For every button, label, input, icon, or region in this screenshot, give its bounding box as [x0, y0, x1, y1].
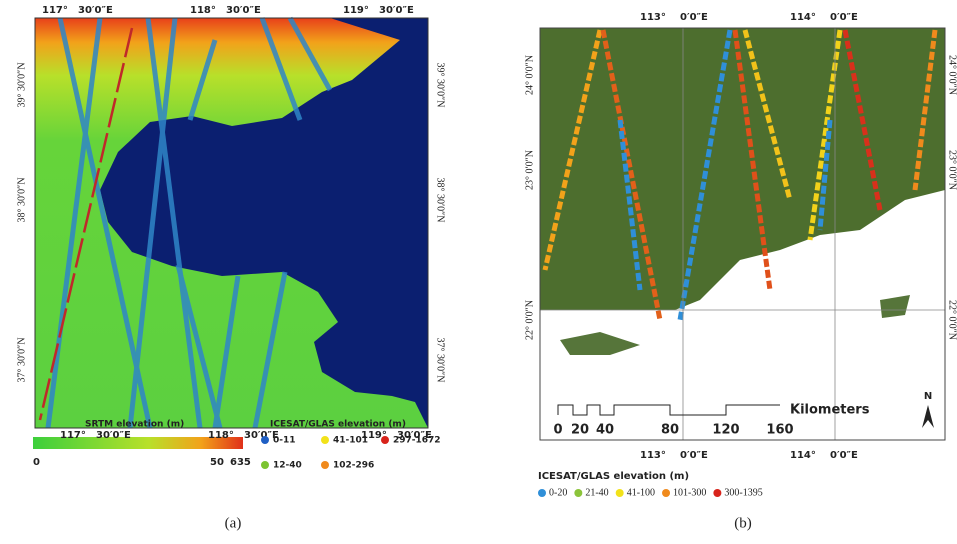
- top-label: 30′0″E: [379, 5, 414, 16]
- top-label: 30′0″E: [78, 5, 113, 16]
- right-label: 37° 30′0″N: [435, 337, 446, 382]
- legend-label: 297-1672: [393, 436, 441, 446]
- north: N: [924, 391, 932, 402]
- scale-label: 40: [596, 423, 614, 438]
- top-label: 117°: [42, 5, 68, 16]
- right-label: 39° 30′0″N: [435, 62, 446, 107]
- left-label: 23° 0′0″N: [524, 150, 535, 190]
- srtm-tick: 50: [210, 457, 224, 468]
- map-b: [540, 28, 945, 440]
- legend-swatch: [321, 461, 329, 469]
- top-label: 0′0″E: [680, 12, 708, 23]
- srtm-tick: 635: [230, 457, 251, 468]
- top-label: 114°: [790, 12, 816, 23]
- top-label: 113°: [640, 12, 666, 23]
- legend-swatch: [616, 489, 624, 497]
- legend-label: 101-300: [673, 487, 706, 498]
- legend-swatch: [261, 436, 269, 444]
- glas-title-b: ICESAT/GLAS elevation (m): [538, 471, 689, 482]
- caption-b: (b): [734, 515, 752, 531]
- legend-swatch: [381, 436, 389, 444]
- right-label: 24° 0′0″N: [947, 55, 957, 95]
- legend-label: 300-1395: [724, 487, 762, 498]
- top-label: 30′0″E: [226, 5, 261, 16]
- legend-swatch: [261, 461, 269, 469]
- scale-label: 20: [571, 423, 589, 438]
- legend-swatch: [538, 489, 546, 497]
- bottom-label: 118°: [208, 430, 234, 441]
- legend-label: 0-11: [273, 436, 296, 446]
- figure: 117° 30′0″E 118° 30′0″E 119° 30′0″E 117° 30′0″E…: [0, 0, 957, 544]
- right-label: 38° 30′0″N: [435, 177, 446, 222]
- bottom-label: 30′0″E: [96, 430, 131, 441]
- srtm-tick: 0: [33, 457, 40, 468]
- scale-label: 120: [712, 423, 739, 438]
- legend-label: 102-296: [333, 461, 374, 471]
- top-label: 119°: [343, 5, 369, 16]
- srtm-title: SRTM elevation (m): [85, 420, 184, 430]
- legend-swatch: [713, 489, 721, 497]
- legend-label: 41-100: [627, 487, 655, 498]
- page: 117° 30′0″E 118° 30′0″E 119° 30′0″E 117° 30′0″E…: [0, 0, 957, 544]
- bottom-label: 117°: [60, 430, 86, 441]
- right-label: 22° 0′0″N: [947, 300, 957, 340]
- legend-swatch: [662, 489, 670, 497]
- left-label: 38° 30′0″N: [16, 177, 27, 222]
- scale-label: 80: [661, 423, 679, 438]
- bottom-label: 113°: [640, 450, 666, 461]
- left-label: 39° 30′0″N: [16, 62, 27, 107]
- top-label: 118°: [190, 5, 216, 16]
- scale-unit: Kilometers: [790, 403, 870, 418]
- glas-title-a: ICESAT/GLAS elevation (m): [270, 420, 406, 430]
- legend-label: 21-40: [585, 487, 608, 498]
- left-label: 37° 30′0″N: [16, 337, 27, 382]
- scale-label: 0: [553, 423, 562, 438]
- right-label: 23° 0′0″N: [947, 150, 957, 190]
- left-label: 24° 0′0″N: [524, 55, 535, 95]
- scale-label: 160: [766, 423, 793, 438]
- legend-label: 41-101: [333, 436, 368, 446]
- legend-label: 0-20: [549, 487, 567, 498]
- legend-swatch: [321, 436, 329, 444]
- legend-swatch: [574, 489, 582, 497]
- bottom-label: 0′0″E: [830, 450, 858, 461]
- left-label: 22° 0′0″N: [524, 300, 535, 340]
- legend-label: 12-40: [273, 461, 302, 471]
- bottom-label: 114°: [790, 450, 816, 461]
- top-label: 0′0″E: [830, 12, 858, 23]
- caption-a: (a): [225, 515, 242, 531]
- bottom-label: 0′0″E: [680, 450, 708, 461]
- map-a: [35, 18, 428, 428]
